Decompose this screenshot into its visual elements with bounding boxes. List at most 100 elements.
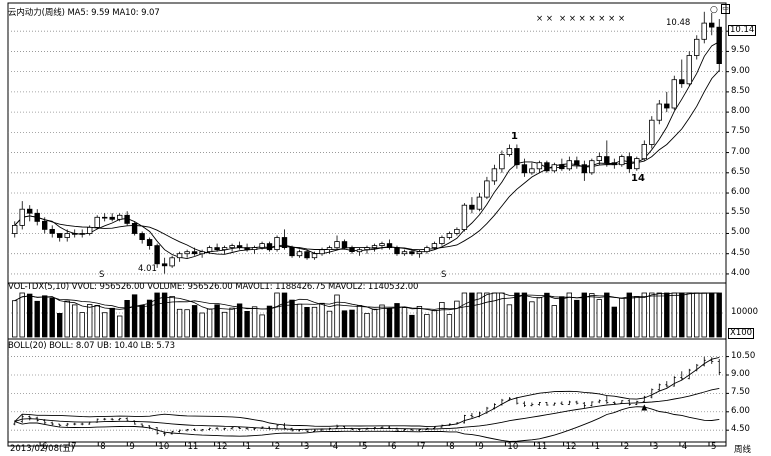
candle[interactable]: [514, 144, 520, 169]
candle[interactable]: [476, 193, 483, 212]
candle[interactable]: [469, 197, 475, 214]
candle[interactable]: [57, 233, 63, 242]
candle[interactable]: [664, 91, 670, 113]
candle[interactable]: [191, 247, 198, 256]
candle[interactable]: [619, 154, 625, 167]
candle[interactable]: [131, 221, 138, 236]
candle[interactable]: [491, 164, 498, 185]
candle[interactable]: [559, 158, 565, 171]
candle[interactable]: [296, 249, 303, 258]
candle[interactable]: [431, 241, 438, 250]
candle[interactable]: [304, 249, 310, 260]
candle[interactable]: [694, 35, 700, 60]
candle[interactable]: [551, 162, 557, 173]
candle[interactable]: [64, 229, 70, 242]
candle[interactable]: [161, 257, 168, 274]
candle[interactable]: [596, 152, 602, 165]
candle[interactable]: [42, 217, 48, 234]
candle[interactable]: [716, 19, 722, 72]
candle[interactable]: [499, 150, 505, 173]
candle[interactable]: [244, 243, 250, 252]
candle[interactable]: [109, 213, 115, 222]
candle[interactable]: [379, 241, 385, 250]
candle[interactable]: [146, 237, 153, 250]
candle[interactable]: [574, 156, 580, 169]
price-candles[interactable]: [11, 11, 722, 274]
candle[interactable]: [656, 99, 662, 125]
candle[interactable]: [386, 239, 393, 250]
candle[interactable]: [566, 156, 572, 171]
candle[interactable]: [671, 75, 677, 111]
candle[interactable]: [649, 116, 655, 149]
candle[interactable]: [679, 59, 685, 88]
candle[interactable]: [409, 249, 415, 256]
candle[interactable]: [117, 213, 123, 222]
candle[interactable]: [401, 249, 408, 256]
candle[interactable]: [709, 13, 715, 36]
candle[interactable]: [94, 215, 100, 230]
candle[interactable]: [446, 231, 453, 240]
candle[interactable]: [236, 241, 243, 250]
candle[interactable]: [364, 245, 370, 254]
candle[interactable]: [371, 243, 378, 252]
candle[interactable]: [274, 235, 280, 252]
candle[interactable]: [394, 245, 400, 256]
candle[interactable]: [19, 201, 25, 230]
panel-circle-icon[interactable]: ○: [710, 5, 718, 15]
candle[interactable]: [701, 11, 707, 44]
candle[interactable]: [349, 245, 355, 254]
candle[interactable]: [266, 241, 273, 252]
panel-window-icon[interactable]: ▭: [721, 4, 730, 14]
candle[interactable]: [229, 243, 235, 252]
candle[interactable]: [169, 255, 175, 268]
candle[interactable]: [34, 209, 40, 226]
candle[interactable]: [604, 140, 610, 167]
candle[interactable]: [424, 245, 430, 254]
candle[interactable]: [11, 221, 18, 238]
candle[interactable]: [641, 140, 647, 161]
candle[interactable]: [461, 203, 468, 232]
candle[interactable]: [221, 245, 228, 254]
candle[interactable]: [589, 158, 595, 175]
candle[interactable]: [626, 152, 632, 173]
candle[interactable]: [484, 176, 490, 200]
candle[interactable]: [416, 249, 423, 258]
candle[interactable]: [139, 231, 145, 244]
candle[interactable]: [341, 239, 348, 250]
candle[interactable]: [281, 229, 288, 250]
candle[interactable]: [72, 229, 78, 238]
candle[interactable]: [251, 245, 258, 254]
candle[interactable]: [214, 243, 220, 252]
candle[interactable]: [154, 243, 160, 268]
candle[interactable]: [611, 158, 617, 169]
candle[interactable]: [206, 245, 213, 254]
candle[interactable]: [49, 225, 55, 238]
candle[interactable]: [536, 160, 543, 173]
candle[interactable]: [529, 162, 535, 175]
candle[interactable]: [176, 251, 183, 262]
candle[interactable]: [326, 245, 333, 254]
candle[interactable]: [289, 245, 295, 258]
candle[interactable]: [686, 51, 692, 86]
candle[interactable]: [102, 213, 108, 222]
candle[interactable]: [311, 251, 318, 260]
candle[interactable]: [26, 205, 33, 222]
candle[interactable]: [79, 229, 85, 238]
candle[interactable]: [454, 227, 460, 236]
candle[interactable]: [544, 160, 550, 173]
candle[interactable]: [184, 249, 190, 258]
candle[interactable]: [124, 211, 130, 226]
candle[interactable]: [356, 247, 363, 256]
volume-bars[interactable]: [11, 292, 722, 338]
candle[interactable]: [521, 158, 528, 177]
candle[interactable]: [319, 247, 325, 256]
candle[interactable]: [634, 156, 640, 171]
candle[interactable]: [259, 241, 265, 250]
candle[interactable]: [87, 225, 93, 236]
candle[interactable]: [439, 235, 445, 246]
candle[interactable]: [506, 144, 513, 157]
candle[interactable]: [581, 160, 587, 181]
candle[interactable]: [334, 235, 340, 250]
candle[interactable]: [199, 249, 205, 258]
